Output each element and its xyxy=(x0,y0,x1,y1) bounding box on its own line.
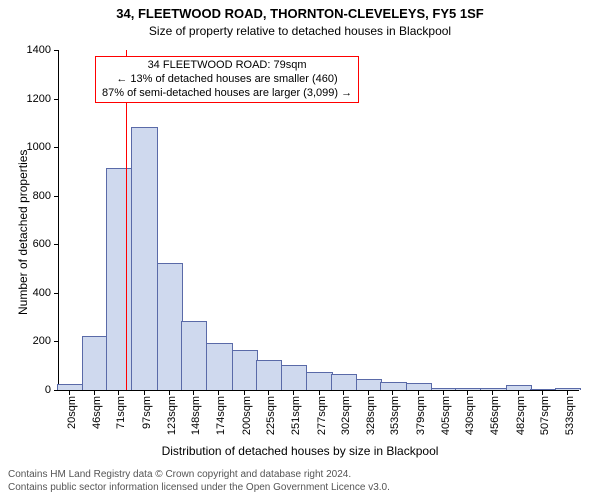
x-tick xyxy=(492,390,493,395)
x-tick-label: 353sqm xyxy=(389,396,401,435)
y-tick-label: 1000 xyxy=(27,141,51,153)
histogram-bar xyxy=(331,374,357,390)
histogram-bar xyxy=(281,365,307,390)
x-tick xyxy=(144,390,145,395)
y-tick-label: 600 xyxy=(33,238,51,250)
x-tick xyxy=(244,390,245,395)
footer-line-2: Contains public sector information licen… xyxy=(8,481,390,494)
y-tick-label: 0 xyxy=(45,384,51,396)
x-tick-label: 456sqm xyxy=(489,396,501,435)
x-tick xyxy=(193,390,194,395)
x-tick xyxy=(268,390,269,395)
histogram-bar xyxy=(106,168,132,390)
histogram-bar xyxy=(380,382,406,390)
annotation-line-2: ← 13% of detached houses are smaller (46… xyxy=(102,73,352,87)
histogram-bar xyxy=(82,336,108,390)
y-tick-label: 200 xyxy=(33,335,51,347)
x-tick xyxy=(392,390,393,395)
annotation-line-1: 34 FLEETWOOD ROAD: 79sqm xyxy=(102,59,352,73)
x-tick xyxy=(368,390,369,395)
histogram-bar xyxy=(256,360,282,390)
y-tick xyxy=(54,196,59,197)
x-tick-label: 328sqm xyxy=(365,396,377,435)
x-tick xyxy=(118,390,119,395)
x-tick-label: 71sqm xyxy=(115,396,127,429)
x-tick xyxy=(69,390,70,395)
footer-line-1: Contains HM Land Registry data © Crown c… xyxy=(8,468,390,481)
x-tick xyxy=(567,390,568,395)
x-axis-label: Distribution of detached houses by size … xyxy=(0,444,600,458)
x-tick-label: 533sqm xyxy=(564,396,576,435)
histogram-bar xyxy=(181,321,207,390)
x-tick-label: 174sqm xyxy=(215,396,227,435)
x-tick xyxy=(218,390,219,395)
y-tick xyxy=(54,293,59,294)
y-tick xyxy=(54,390,59,391)
x-tick xyxy=(319,390,320,395)
x-tick xyxy=(518,390,519,395)
x-tick xyxy=(293,390,294,395)
y-tick xyxy=(54,244,59,245)
x-tick-label: 200sqm xyxy=(241,396,253,435)
x-tick xyxy=(418,390,419,395)
histogram-bar xyxy=(157,263,183,390)
page-title: 34, FLEETWOOD ROAD, THORNTON-CLEVELEYS, … xyxy=(0,6,600,21)
x-tick-label: 430sqm xyxy=(464,396,476,435)
property-annotation: 34 FLEETWOOD ROAD: 79sqm ← 13% of detach… xyxy=(95,56,359,103)
y-tick-label: 800 xyxy=(33,190,51,202)
x-tick-label: 507sqm xyxy=(539,396,551,435)
page-subtitle: Size of property relative to detached ho… xyxy=(0,24,600,38)
x-tick-label: 225sqm xyxy=(265,396,277,435)
x-tick xyxy=(467,390,468,395)
x-tick-label: 148sqm xyxy=(190,396,202,435)
x-tick-label: 97sqm xyxy=(141,396,153,429)
x-tick xyxy=(343,390,344,395)
chart-plot-area: 020040060080010001200140020sqm46sqm71sqm… xyxy=(58,50,579,391)
histogram-bar xyxy=(306,372,332,390)
annotation-line-3: 87% of semi-detached houses are larger (… xyxy=(102,87,352,101)
y-axis-label: Number of detached properties xyxy=(16,150,30,315)
x-tick-label: 251sqm xyxy=(290,396,302,435)
x-tick xyxy=(443,390,444,395)
x-tick-label: 123sqm xyxy=(166,396,178,435)
histogram-bar xyxy=(406,383,432,390)
footer-attribution: Contains HM Land Registry data © Crown c… xyxy=(8,468,390,494)
histogram-bar xyxy=(57,384,83,390)
y-tick xyxy=(54,99,59,100)
y-tick xyxy=(54,147,59,148)
x-tick xyxy=(169,390,170,395)
histogram-bar xyxy=(131,127,157,390)
x-tick-label: 277sqm xyxy=(316,396,328,435)
histogram-bar xyxy=(232,350,258,390)
x-tick-label: 379sqm xyxy=(415,396,427,435)
y-tick-label: 1400 xyxy=(27,44,51,56)
x-tick-label: 46sqm xyxy=(91,396,103,429)
x-tick xyxy=(94,390,95,395)
y-tick-label: 1200 xyxy=(27,93,51,105)
y-tick xyxy=(54,50,59,51)
histogram-bar xyxy=(480,388,506,390)
x-tick-label: 20sqm xyxy=(66,396,78,429)
y-tick xyxy=(54,341,59,342)
histogram-bar xyxy=(206,343,232,390)
x-tick-label: 405sqm xyxy=(440,396,452,435)
x-tick xyxy=(542,390,543,395)
x-tick-label: 482sqm xyxy=(515,396,527,435)
histogram-bar xyxy=(356,379,382,390)
x-tick-label: 302sqm xyxy=(340,396,352,435)
y-tick-label: 400 xyxy=(33,287,51,299)
